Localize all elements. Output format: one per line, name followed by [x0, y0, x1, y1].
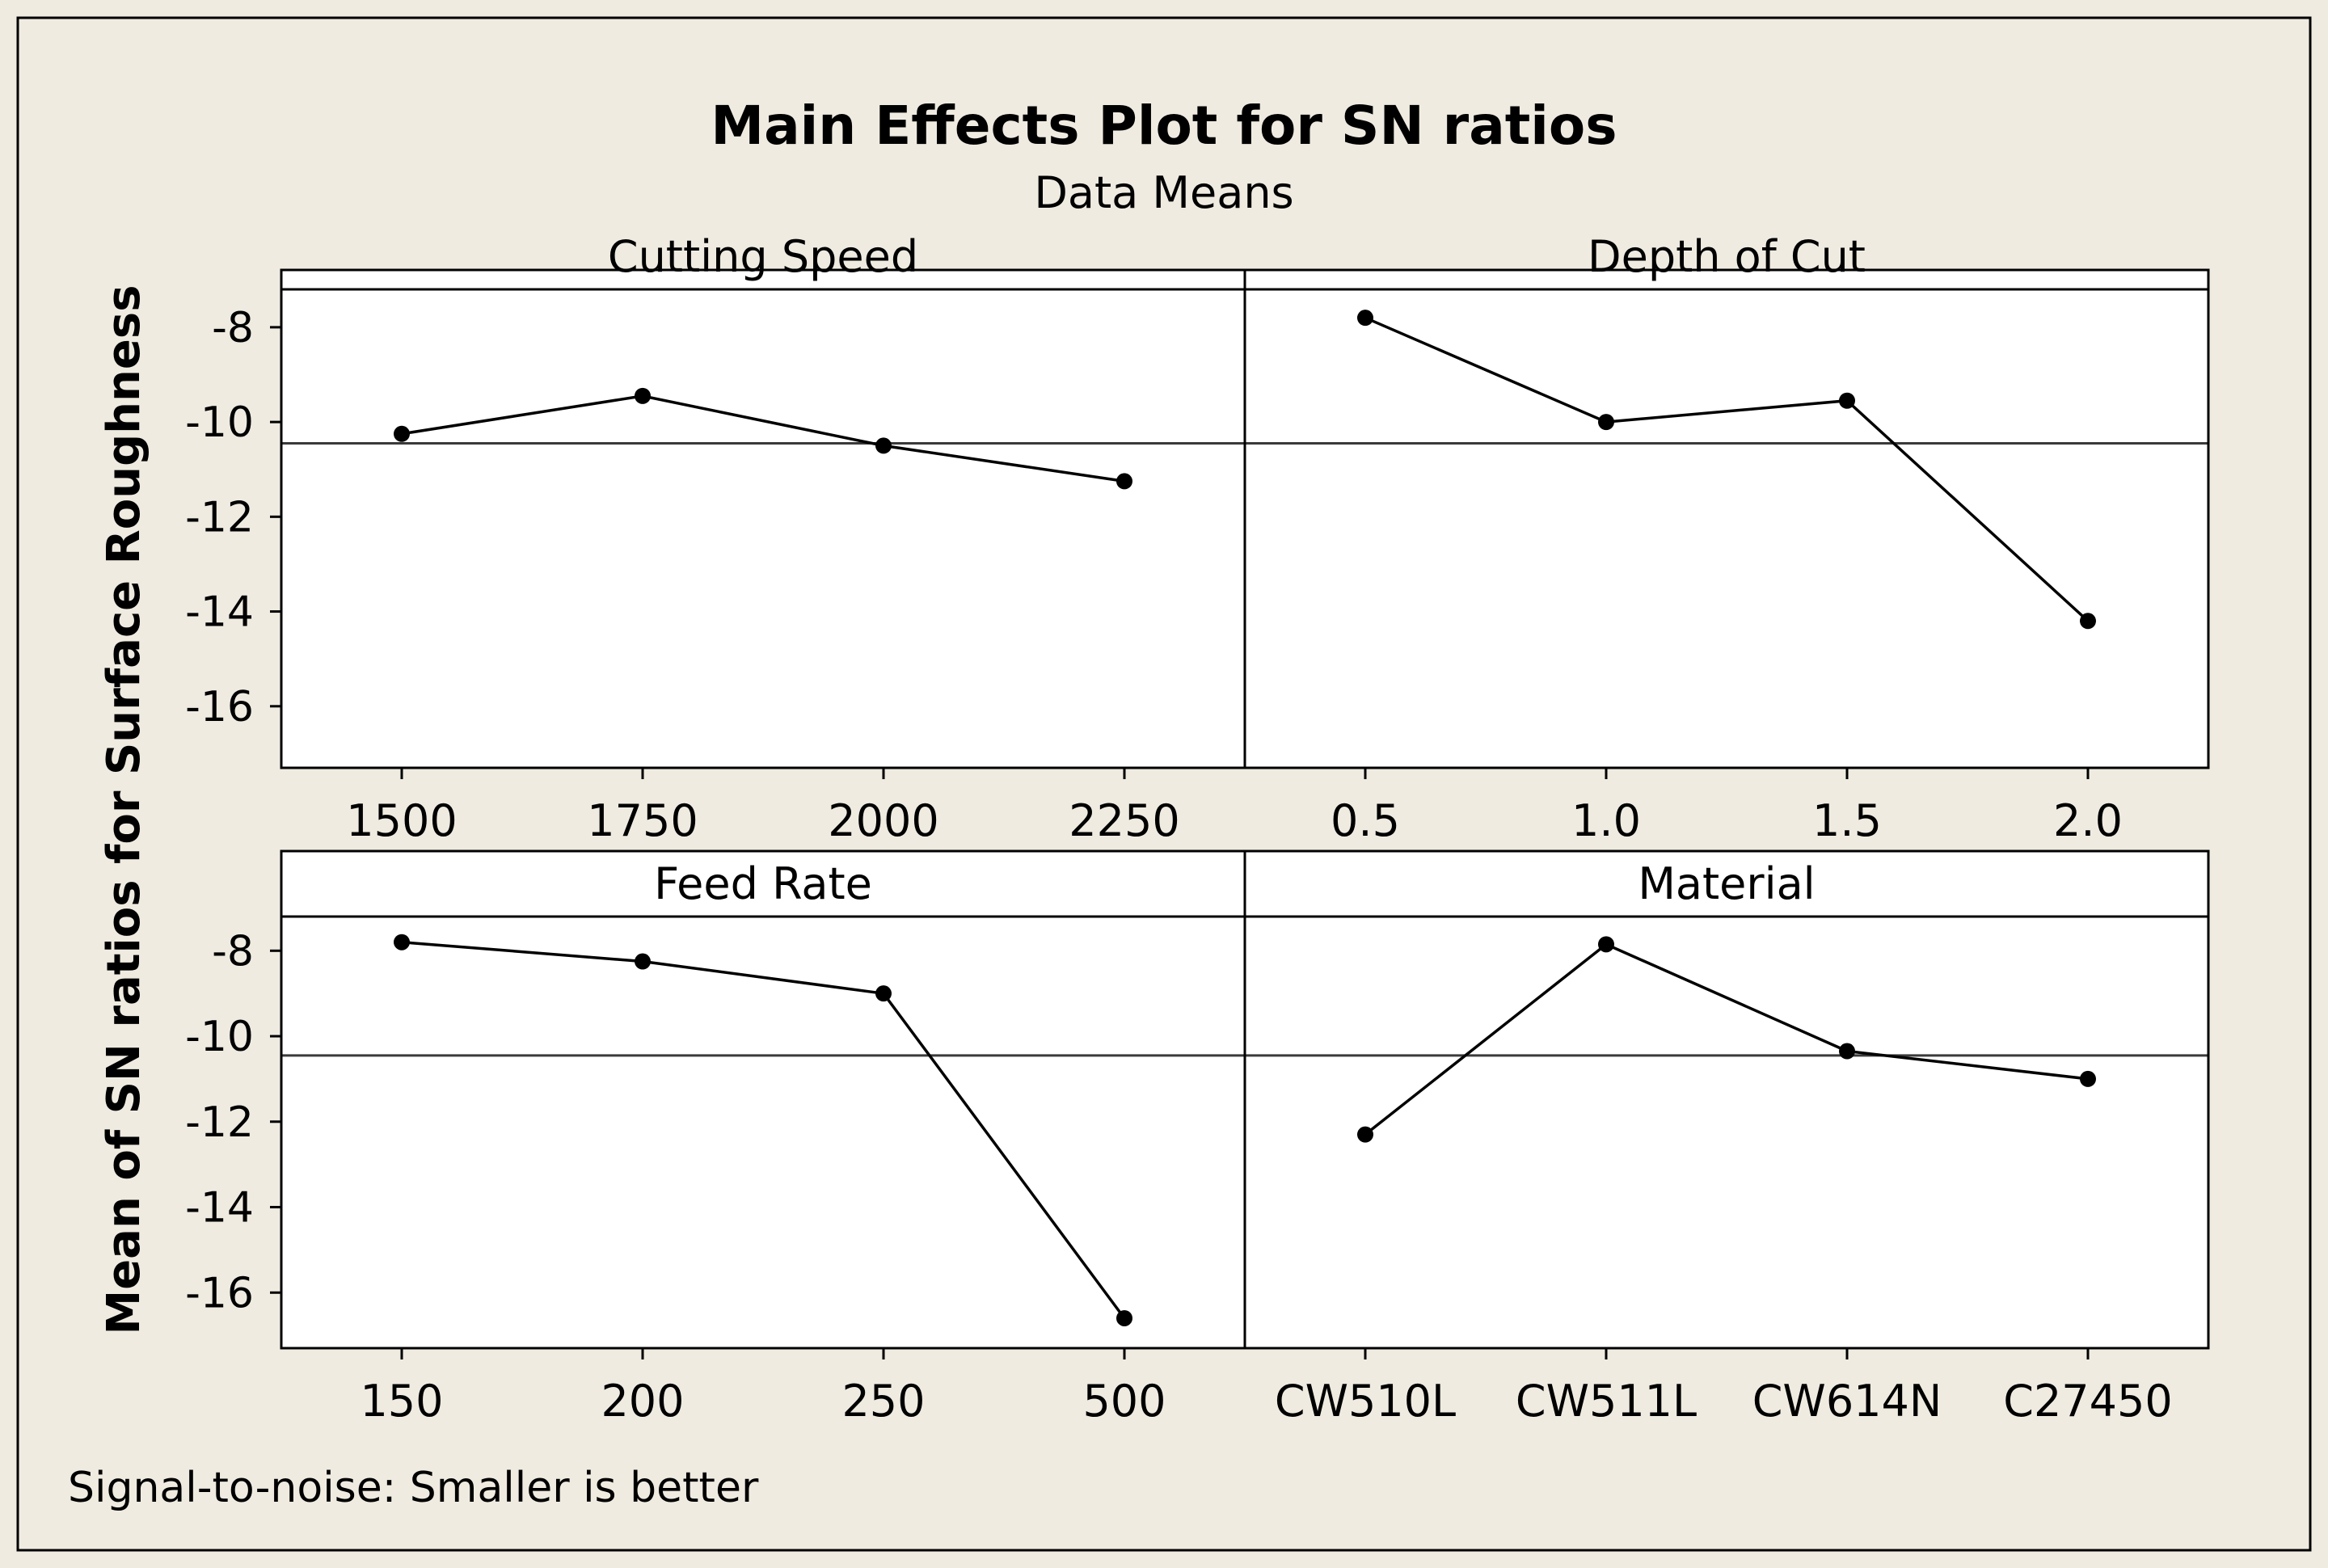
strip-label-feed-rate: Feed Rate	[654, 858, 872, 909]
x-tick-label-material-2: CW614N	[1752, 1376, 1942, 1427]
y-tick-label-feed-rate-2: -12	[185, 1098, 254, 1147]
data-point-depth-of-cut-1	[1598, 414, 1614, 431]
data-point-cutting-speed-2	[875, 437, 892, 454]
panel-depth-of-cut	[1245, 270, 2208, 768]
x-tick-label-cutting-speed-1: 1750	[587, 795, 698, 846]
y-tick-label-cutting-speed-3: -14	[185, 588, 254, 637]
y-tick-label-cutting-speed-4: -16	[185, 683, 254, 731]
x-tick-label-cutting-speed-0: 1500	[346, 795, 457, 846]
data-point-material-0	[1357, 1126, 1373, 1143]
x-tick-label-material-1: CW511L	[1516, 1376, 1697, 1427]
panel-border-material	[1243, 849, 2210, 1350]
data-point-feed-rate-3	[1116, 1309, 1132, 1326]
y-tick-label-feed-rate-1: -10	[185, 1013, 254, 1061]
x-tick-label-material-3: C27450	[2003, 1376, 2173, 1427]
data-point-feed-rate-1	[635, 953, 651, 970]
x-tick-label-feed-rate-3: 500	[1082, 1376, 1166, 1427]
x-tick-label-feed-rate-0: 150	[360, 1376, 443, 1427]
panel-feed-rate	[281, 851, 1245, 1348]
data-point-depth-of-cut-2	[1839, 392, 1855, 409]
x-tick-label-depth-of-cut-2: 1.5	[1812, 795, 1882, 846]
strip-label-cutting-speed: Cutting Speed	[608, 231, 918, 282]
y-tick-label-cutting-speed-2: -12	[185, 493, 254, 542]
footnote: Signal-to-noise: Smaller is better	[68, 1464, 759, 1512]
chart-subtitle: Data Means	[1034, 167, 1293, 218]
y-tick-label-feed-rate-3: -14	[185, 1184, 254, 1233]
x-tick-label-cutting-speed-2: 2000	[828, 795, 938, 846]
data-point-cutting-speed-3	[1116, 473, 1132, 490]
data-point-depth-of-cut-3	[2080, 613, 2096, 630]
y-axis-label: Mean of SN ratios for Surface Roughness	[98, 285, 150, 1334]
x-tick-label-material-0: CW510L	[1275, 1376, 1456, 1427]
x-tick-label-depth-of-cut-1: 1.0	[1571, 795, 1641, 846]
data-point-cutting-speed-1	[635, 387, 651, 404]
y-tick-label-cutting-speed-1: -10	[185, 398, 254, 447]
series-line-feed-rate	[401, 940, 1126, 1320]
data-point-material-1	[1598, 936, 1614, 953]
panel-cutting-speed	[281, 270, 1245, 768]
series-line-depth-of-cut	[1364, 316, 2090, 622]
series-line-material	[1364, 942, 2089, 1136]
y-tick-label-cutting-speed-0: -8	[212, 304, 254, 352]
panel-material	[1245, 851, 2208, 1348]
series-line-cutting-speed	[401, 394, 1125, 483]
chart-title: Main Effects Plot for SN ratios	[711, 95, 1617, 157]
x-tick-label-depth-of-cut-3: 2.0	[2053, 795, 2123, 846]
chart-frame	[16, 16, 2312, 1552]
panel-border-depth-of-cut	[1243, 268, 2210, 769]
x-tick-label-cutting-speed-3: 2250	[1069, 795, 1179, 846]
y-tick-label-feed-rate-0: -8	[212, 927, 254, 976]
strip-label-material: Material	[1638, 858, 1815, 909]
strip-label-depth-of-cut: Depth of Cut	[1588, 231, 1866, 282]
data-point-depth-of-cut-0	[1357, 310, 1373, 327]
data-point-material-2	[1839, 1043, 1855, 1060]
panels-group: Cutting Speed 1500 1750 2000 2250 -8 -10 -12 -14…	[185, 231, 2210, 1427]
data-point-material-3	[2080, 1070, 2096, 1087]
x-tick-label-depth-of-cut-0: 0.5	[1331, 795, 1400, 846]
data-point-cutting-speed-0	[394, 425, 410, 442]
y-tick-label-feed-rate-4: -16	[185, 1269, 254, 1317]
data-point-feed-rate-0	[394, 934, 410, 950]
x-tick-label-feed-rate-1: 200	[601, 1376, 684, 1427]
data-point-feed-rate-2	[875, 985, 892, 1002]
x-tick-label-feed-rate-2: 250	[841, 1376, 925, 1427]
